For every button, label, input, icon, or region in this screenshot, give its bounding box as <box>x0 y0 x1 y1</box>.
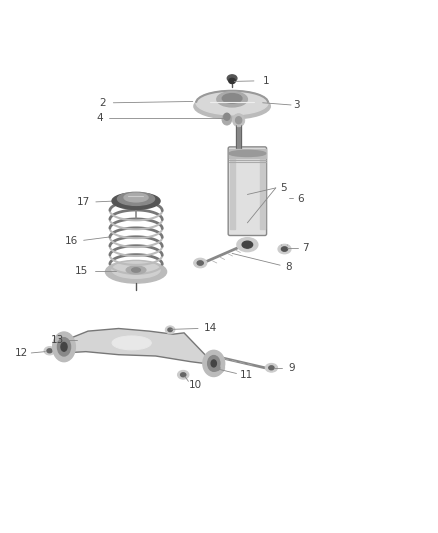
Text: 15: 15 <box>75 266 88 276</box>
Ellipse shape <box>180 373 186 377</box>
Text: 13: 13 <box>51 335 64 345</box>
Text: 3: 3 <box>293 100 300 110</box>
Ellipse shape <box>217 92 247 107</box>
Ellipse shape <box>233 114 245 127</box>
Text: 16: 16 <box>65 236 78 246</box>
Ellipse shape <box>106 261 166 283</box>
Ellipse shape <box>194 258 207 268</box>
Text: 10: 10 <box>188 380 201 390</box>
Ellipse shape <box>224 113 230 120</box>
Ellipse shape <box>57 338 71 356</box>
Ellipse shape <box>227 75 237 82</box>
Ellipse shape <box>269 366 274 370</box>
Ellipse shape <box>242 241 253 248</box>
Ellipse shape <box>229 78 235 84</box>
Ellipse shape <box>211 360 216 367</box>
Ellipse shape <box>165 326 175 334</box>
Ellipse shape <box>203 350 225 376</box>
Ellipse shape <box>194 94 270 119</box>
Text: 6: 6 <box>297 194 304 204</box>
Ellipse shape <box>53 332 75 362</box>
Text: 12: 12 <box>14 348 28 358</box>
Text: 7: 7 <box>302 243 309 253</box>
Bar <box>230 153 235 229</box>
Bar <box>229 149 266 158</box>
Text: 2: 2 <box>100 98 106 108</box>
Ellipse shape <box>282 247 288 251</box>
Text: 1: 1 <box>263 76 269 86</box>
FancyBboxPatch shape <box>228 147 267 236</box>
Ellipse shape <box>126 266 146 274</box>
Ellipse shape <box>47 349 52 353</box>
Text: 17: 17 <box>77 197 90 207</box>
Ellipse shape <box>124 193 148 202</box>
Ellipse shape <box>196 91 268 115</box>
Text: 8: 8 <box>286 262 292 271</box>
Ellipse shape <box>197 261 203 265</box>
Ellipse shape <box>222 94 242 103</box>
Ellipse shape <box>265 364 278 372</box>
Ellipse shape <box>177 370 189 379</box>
Text: 14: 14 <box>204 324 217 334</box>
Ellipse shape <box>206 361 225 374</box>
Ellipse shape <box>44 346 55 355</box>
Ellipse shape <box>208 356 220 372</box>
Ellipse shape <box>237 238 258 252</box>
Polygon shape <box>64 328 215 365</box>
Bar <box>260 153 265 229</box>
Ellipse shape <box>112 262 160 278</box>
Ellipse shape <box>132 268 141 272</box>
Ellipse shape <box>229 150 266 157</box>
Ellipse shape <box>112 336 151 350</box>
Text: 4: 4 <box>97 113 103 123</box>
Ellipse shape <box>117 192 155 205</box>
Ellipse shape <box>236 117 242 124</box>
Bar <box>236 125 241 151</box>
Ellipse shape <box>211 365 220 371</box>
Ellipse shape <box>168 328 172 332</box>
Text: 11: 11 <box>240 370 253 380</box>
Ellipse shape <box>222 114 232 125</box>
Ellipse shape <box>278 244 291 254</box>
Ellipse shape <box>61 343 67 351</box>
Text: 9: 9 <box>288 363 295 373</box>
Text: 5: 5 <box>280 183 287 193</box>
Ellipse shape <box>112 193 160 209</box>
